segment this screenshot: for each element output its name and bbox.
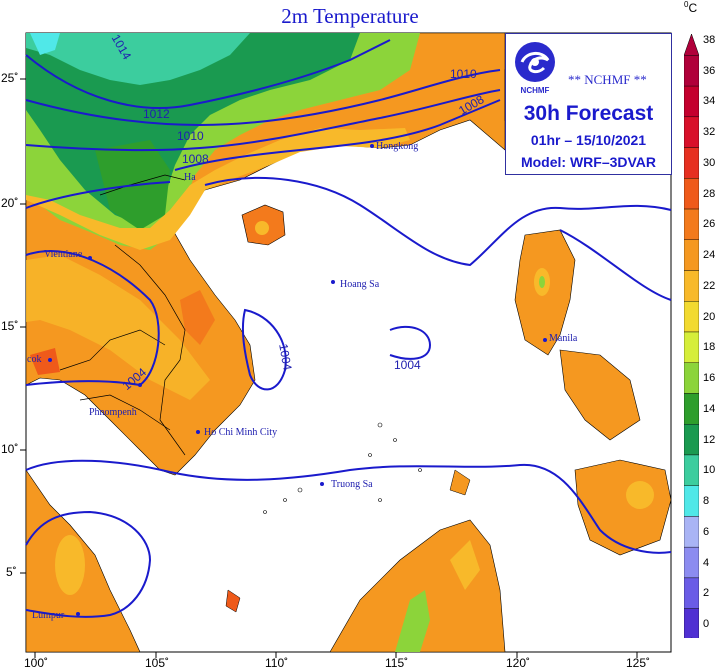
colorbar-label: 22 (703, 279, 716, 292)
colorbar-swatch (684, 516, 699, 548)
unit-label: 0C (684, 0, 698, 15)
colorbar-label: 24 (703, 249, 716, 262)
colorbar-swatch (684, 178, 699, 210)
place-label: Ho Chi Minh City (204, 427, 278, 438)
forecast-datetime: 01hr – 15/10/2021 (530, 132, 647, 148)
logo-text: NCHMF (521, 86, 550, 95)
colorbar-label: 36 (703, 64, 716, 77)
colorbar-label: 28 (703, 187, 716, 200)
colorbar-label: 8 (703, 495, 710, 508)
colorbar-label: 34 (703, 95, 716, 108)
colorbar-swatch (684, 331, 699, 363)
colorbar-swatch (684, 239, 699, 271)
colorbar-swatch (684, 301, 699, 333)
colorbar-swatch (684, 393, 699, 425)
colorbar-label: 20 (703, 310, 716, 323)
colorbar-swatch (684, 454, 699, 486)
colorbar-swatch (684, 424, 699, 456)
colorbar-label: 30 (703, 156, 716, 169)
lat-label: 5˚ (6, 565, 17, 579)
lon-label: 120˚ (506, 656, 531, 670)
colorbar-label: 12 (703, 433, 716, 446)
colorbar-label: 6 (703, 525, 710, 538)
colorbar-swatch (684, 577, 699, 609)
isobar-label: 1010 (177, 129, 204, 143)
colorbar-swatch (684, 116, 699, 148)
lat-label: 20˚ (1, 196, 19, 210)
colorbar-label: 0 (703, 618, 710, 630)
colorbar-label: 10 (703, 464, 716, 477)
place-label: Manila (549, 333, 578, 344)
place-label: Hongkong (376, 141, 419, 152)
colorbar-swatch (684, 485, 699, 517)
colorbar-label: 26 (703, 218, 716, 231)
place-label: Vientiane (44, 249, 83, 260)
lat-label: 15˚ (1, 319, 19, 333)
lon-label: 110˚ (265, 656, 289, 670)
place-label: cok (27, 354, 42, 365)
organization-label: ** NCHMF ** (568, 72, 647, 87)
lat-label: 10˚ (1, 442, 19, 456)
indochina-yellow (26, 255, 210, 400)
place-label: Lumpur (32, 610, 65, 621)
colorbar-label: 18 (703, 341, 716, 354)
model-label: Model: WRF–3DVAR (520, 154, 657, 170)
colorbar-arrow-top (684, 34, 699, 56)
map-title: 2m Temperature (281, 4, 419, 28)
colorbar-swatch (684, 608, 699, 638)
colorbar-swatch (684, 85, 699, 118)
forecast-label: 30h Forecast (523, 102, 654, 125)
colorbar-label: 32 (703, 126, 716, 139)
colorbar-swatch (684, 362, 699, 394)
lon-label: 105˚ (145, 656, 170, 670)
colorbar-swatch (684, 55, 699, 87)
colorbar-swatch (684, 208, 699, 240)
isobar-label: 1008 (182, 152, 209, 166)
colorbar-label: 38 (703, 34, 716, 46)
place-label: Ha (184, 172, 196, 183)
isobar-label: 1004 (394, 358, 421, 372)
colorbar (684, 34, 699, 638)
place-label: Phnompenh (89, 407, 137, 418)
isobar-label: 1010 (450, 67, 477, 81)
colorbar-swatch (684, 147, 699, 179)
colorbar-swatch (684, 270, 699, 302)
colorbar-label: 16 (703, 372, 716, 385)
colorbar-label: 2 (703, 587, 710, 600)
lon-label: 125˚ (626, 656, 651, 670)
place-label: Truong Sa (331, 479, 373, 490)
isobar-label: 1012 (143, 107, 170, 121)
colorbar-swatch (684, 546, 699, 579)
place-label: Hoang Sa (340, 279, 380, 290)
colorbar-label: 4 (703, 556, 710, 569)
yellow-belt (26, 128, 410, 250)
north-teal-zone (26, 33, 250, 85)
nchmf-logo-icon: NCHMF (515, 42, 555, 95)
lon-label: 100˚ (24, 656, 49, 670)
lat-label: 25˚ (1, 71, 19, 85)
lon-label: 115˚ (385, 656, 409, 670)
forecast-info-box: NCHMF ** NCHMF ** 30h Forecast 01hr – 15… (505, 33, 672, 175)
colorbar-label: 14 (703, 402, 716, 415)
